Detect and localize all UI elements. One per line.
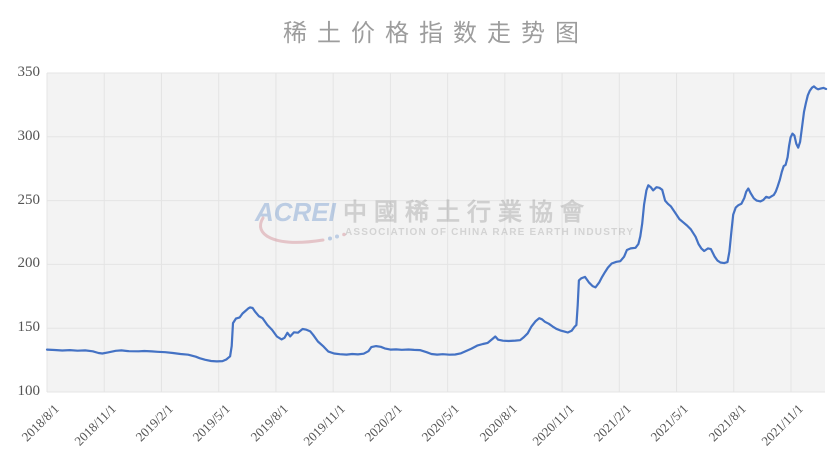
y-tick-label: 350 <box>17 64 41 80</box>
y-tick-label: 100 <box>17 383 41 399</box>
y-tick-label: 150 <box>17 319 41 336</box>
chart-title: 稀土价格指数走势图 <box>283 21 589 47</box>
y-tick-label: 200 <box>17 255 41 272</box>
y-tick-label: 300 <box>17 127 41 144</box>
price-index-line <box>45 85 828 363</box>
y-tick-label: 250 <box>17 191 41 208</box>
